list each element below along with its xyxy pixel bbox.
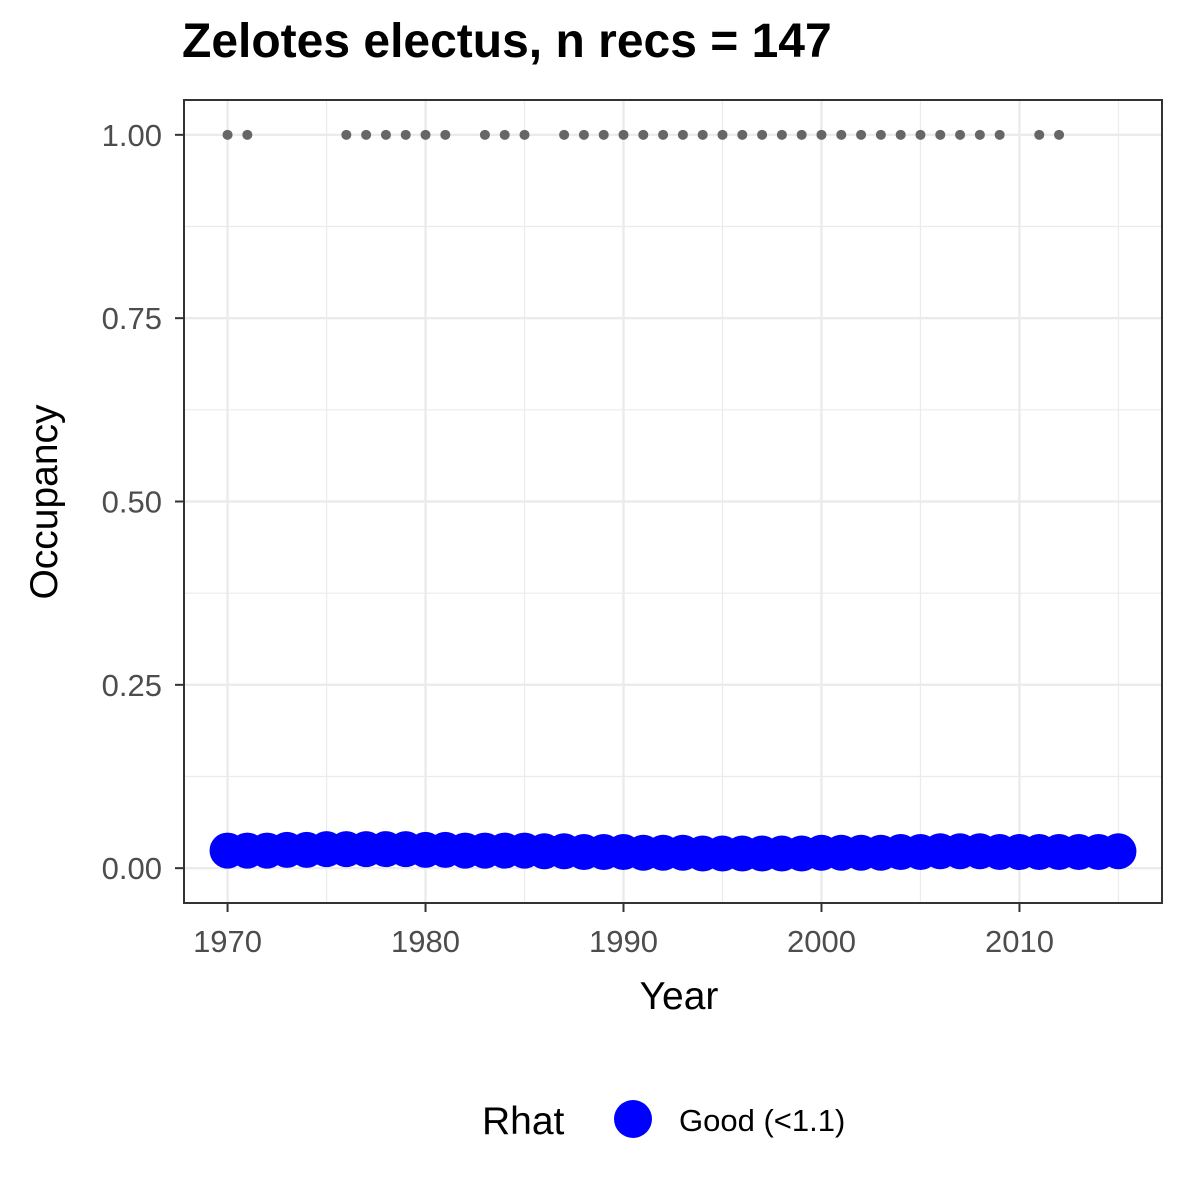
record-point-1994 xyxy=(697,129,708,140)
record-point-2003 xyxy=(875,129,886,140)
y-tick-label-4: 1.00 xyxy=(102,118,162,153)
record-point-2006 xyxy=(935,129,946,140)
record-point-1980 xyxy=(420,129,431,140)
record-point-1984 xyxy=(499,129,510,140)
x-tick-label-1: 1980 xyxy=(391,924,460,959)
record-point-1993 xyxy=(677,129,688,140)
record-point-2007 xyxy=(955,129,966,140)
x-tick-label-3: 2000 xyxy=(787,924,856,959)
record-point-2012 xyxy=(1054,129,1065,140)
record-point-1981 xyxy=(440,129,451,140)
record-point-1983 xyxy=(479,129,490,140)
record-point-2001 xyxy=(836,129,847,140)
record-point-1988 xyxy=(578,129,589,140)
record-point-1979 xyxy=(400,129,411,140)
y-tick-label-1: 0.25 xyxy=(102,668,162,703)
record-point-1976 xyxy=(341,129,352,140)
y-tick-label-2: 0.50 xyxy=(102,485,162,520)
grid-major-lines xyxy=(184,100,1162,903)
record-point-1985 xyxy=(519,129,530,140)
record-point-1995 xyxy=(717,129,728,140)
record-point-1990 xyxy=(618,129,629,140)
y-axis-ticks: 0.00 0.25 0.50 0.75 1.00 xyxy=(102,118,184,886)
record-point-1971 xyxy=(242,129,253,140)
record-point-1997 xyxy=(757,129,768,140)
record-point-1999 xyxy=(796,129,807,140)
record-points xyxy=(222,129,1065,140)
x-axis-ticks: 1970 1980 1990 2000 2010 xyxy=(193,903,1054,959)
record-point-1992 xyxy=(658,129,669,140)
y-tick-label-3: 0.75 xyxy=(102,301,162,336)
record-point-2004 xyxy=(895,129,906,140)
record-point-2002 xyxy=(856,129,867,140)
legend-label-good: Good (<1.1) xyxy=(679,1103,845,1138)
y-tick-label-0: 0.00 xyxy=(102,851,162,886)
record-point-1991 xyxy=(638,129,649,140)
record-point-2008 xyxy=(974,129,985,140)
record-point-1998 xyxy=(776,129,787,140)
legend-key-good xyxy=(614,1100,652,1138)
x-axis-title: Year xyxy=(640,975,719,1018)
record-point-1987 xyxy=(559,129,570,140)
legend: Rhat Good (<1.1) xyxy=(482,1100,845,1143)
x-tick-label-2: 1990 xyxy=(589,924,658,959)
y-axis-title: Occupancy xyxy=(23,404,66,600)
estimate-point-2015 xyxy=(1100,833,1137,870)
record-point-1978 xyxy=(380,129,391,140)
record-point-2005 xyxy=(915,129,926,140)
record-point-2000 xyxy=(816,129,827,140)
record-point-1977 xyxy=(361,129,372,140)
x-tick-label-4: 2010 xyxy=(985,924,1054,959)
record-point-1970 xyxy=(222,129,233,140)
record-point-2011 xyxy=(1034,129,1045,140)
record-point-1996 xyxy=(737,129,748,140)
record-point-2009 xyxy=(994,129,1005,140)
legend-title: Rhat xyxy=(482,1100,565,1143)
estimate-points xyxy=(209,831,1137,872)
record-point-1989 xyxy=(598,129,609,140)
x-tick-label-0: 1970 xyxy=(193,924,262,959)
chart-title: Zelotes electus, n recs = 147 xyxy=(182,15,832,68)
